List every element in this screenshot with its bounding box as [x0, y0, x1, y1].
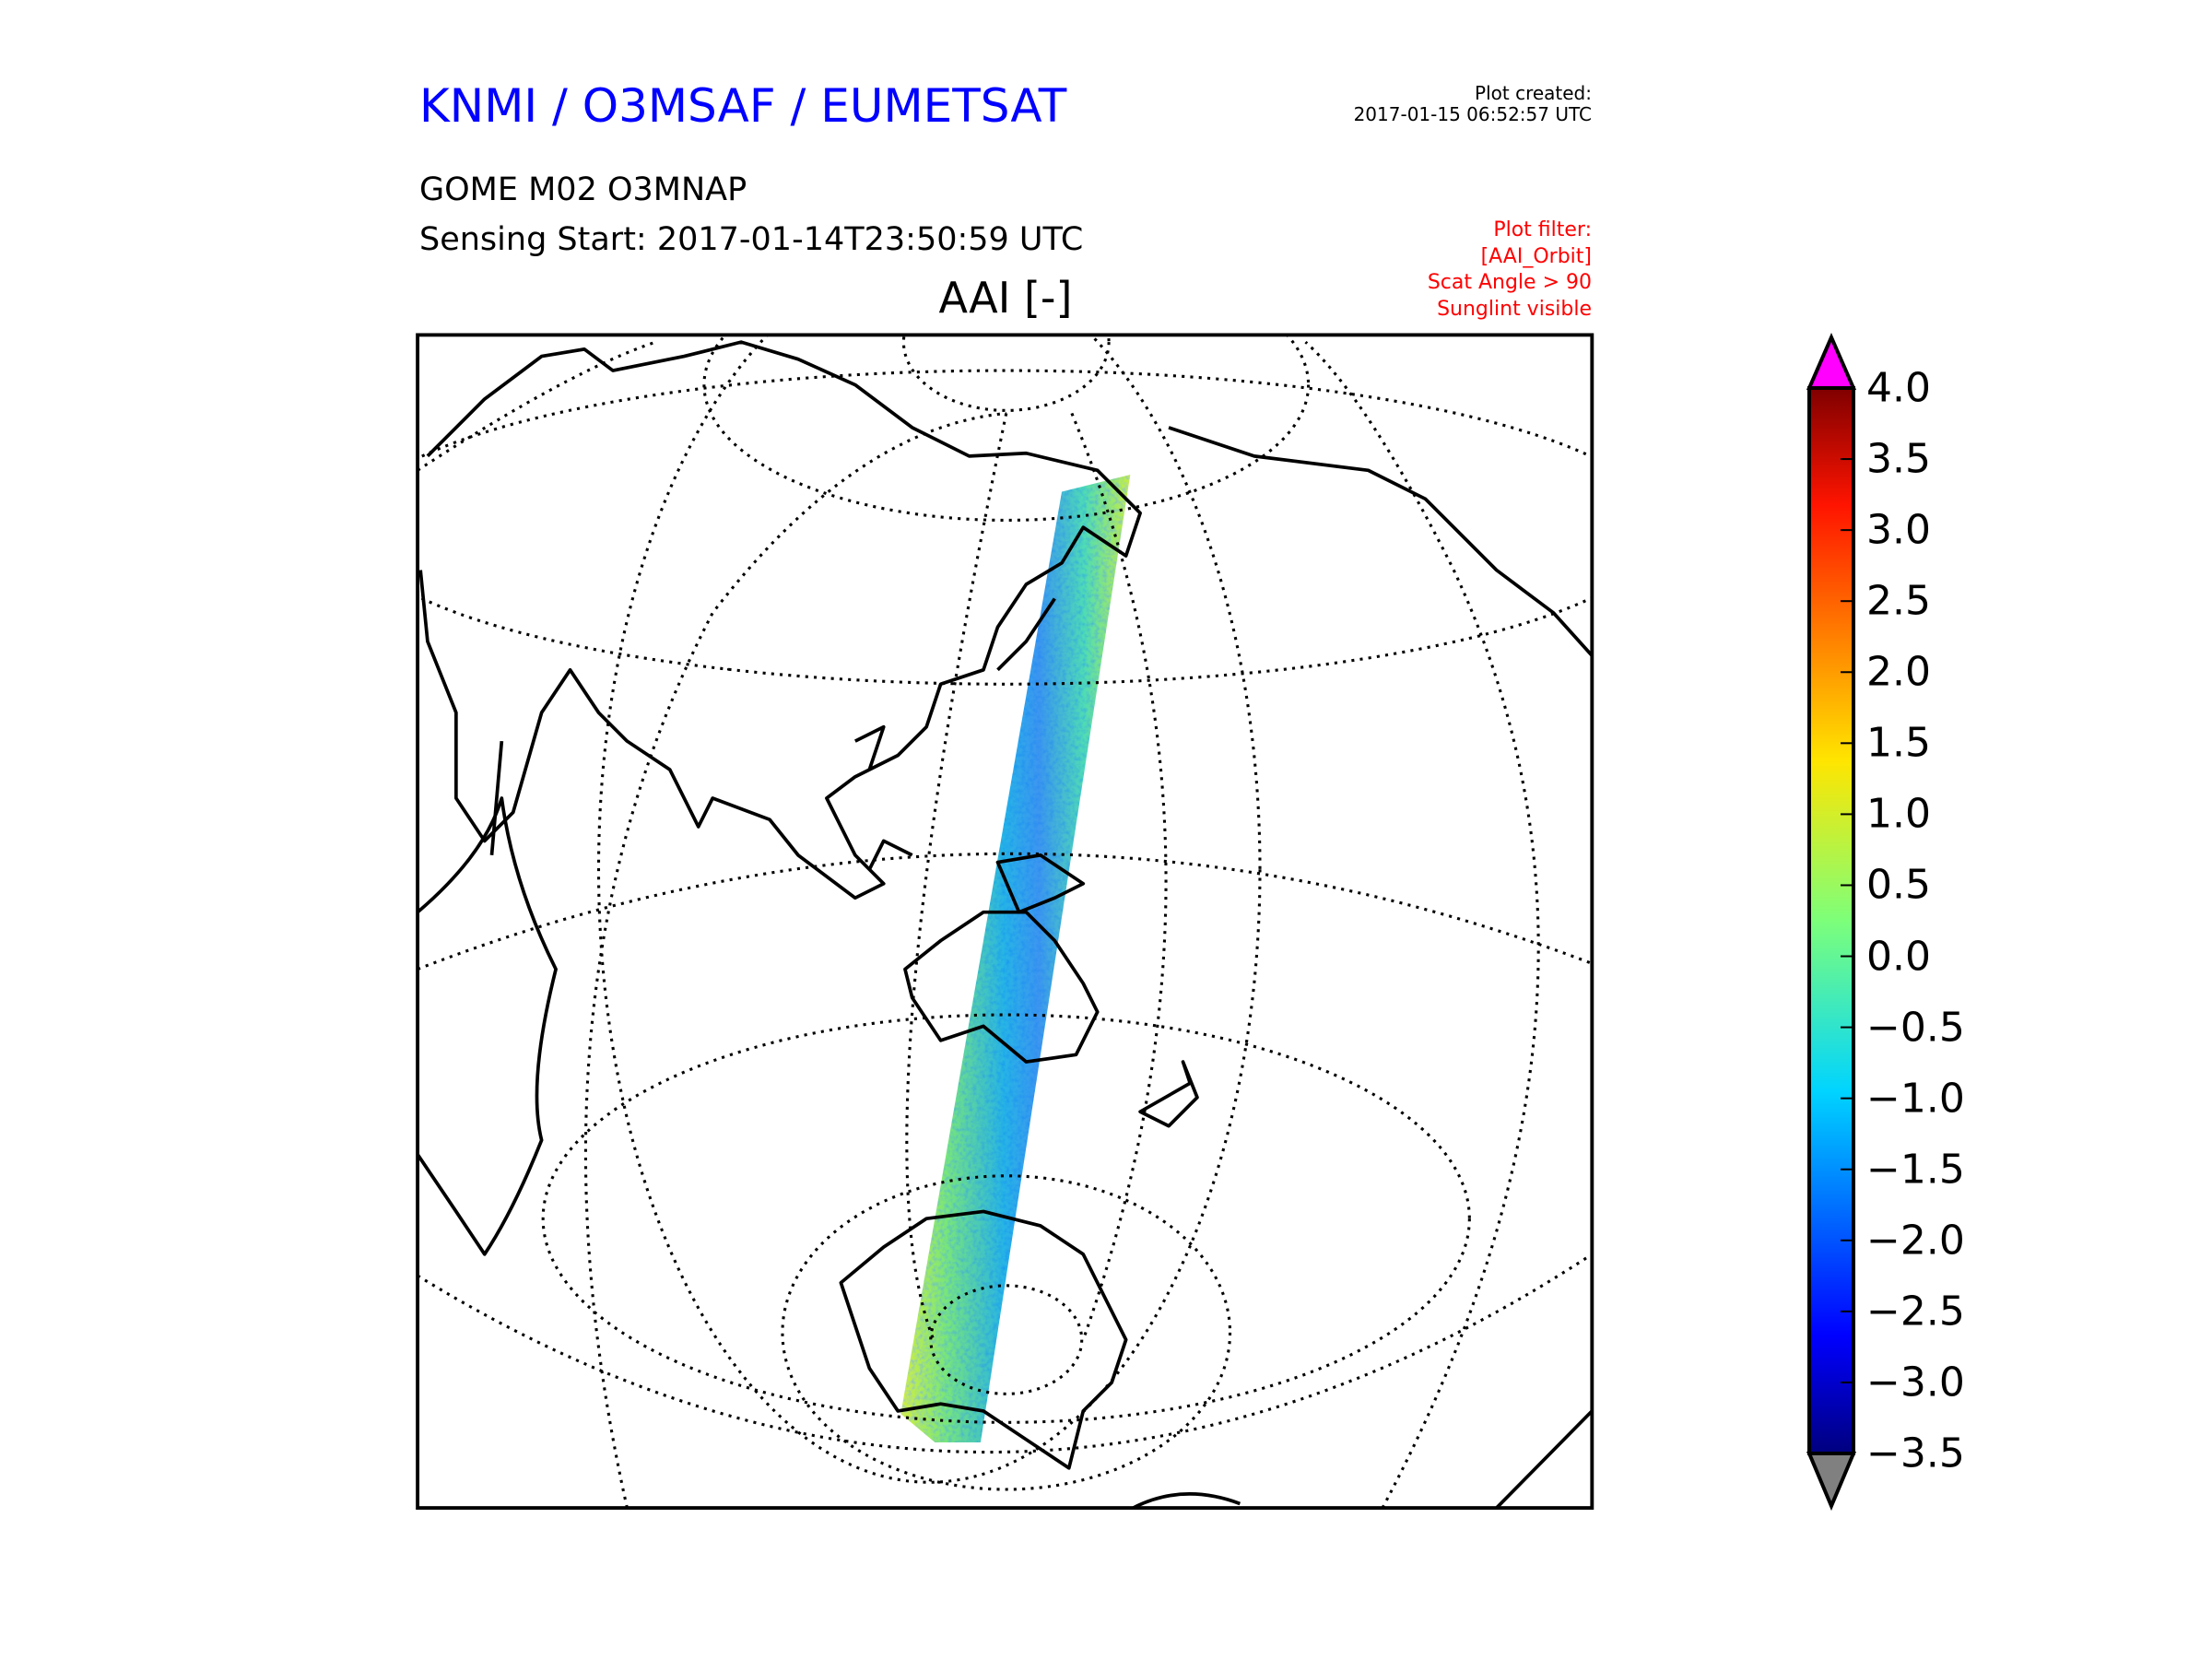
- plot-created: Plot created: 2017-01-15 06:52:57 UTC: [1354, 83, 1592, 125]
- colorbar-under-triangle: [1806, 1452, 1857, 1512]
- plot-created-value: 2017-01-15 06:52:57 UTC: [1353, 103, 1592, 125]
- colorbar-tick-label: 4.0: [1866, 364, 1931, 412]
- filter-line: Plot filter:: [1493, 218, 1592, 241]
- colorbar-tick-label: −2.5: [1866, 1288, 1965, 1335]
- colorbar-over-triangle: [1806, 332, 1857, 390]
- main-title: KNMI / O3MSAF / EUMETSAT: [419, 79, 1067, 133]
- colorbar-tick-label: 2.0: [1866, 648, 1931, 696]
- colorbar-tick-label: 1.5: [1866, 719, 1931, 767]
- product-name: GOME M02 O3MNAP: [419, 171, 747, 208]
- colorbar: [1806, 332, 1857, 1512]
- colorbar-tick-label: −1.0: [1866, 1075, 1965, 1123]
- colorbar-tick-label: 2.5: [1866, 577, 1931, 625]
- map-frame: [416, 333, 1594, 1511]
- plot-filter: Plot filter: [AAI_Orbit] Scat Angle > 90…: [1428, 218, 1592, 323]
- filter-line: Scat Angle > 90: [1427, 271, 1592, 294]
- plot-created-label: Plot created:: [1475, 82, 1592, 104]
- map-area: [418, 335, 1593, 1509]
- colorbar-tick-label: 1.0: [1866, 790, 1931, 838]
- colorbar-tick-label: −1.5: [1866, 1146, 1965, 1194]
- colorbar-tick-label: 3.5: [1866, 435, 1931, 483]
- colorbar-tick-label: −3.5: [1866, 1430, 1965, 1477]
- colorbar-tick-label: −3.0: [1866, 1359, 1965, 1406]
- filter-line: [AAI_Orbit]: [1480, 244, 1592, 268]
- colorbar-gradient: [1807, 386, 1855, 1455]
- plot-title: AAI [-]: [938, 273, 1073, 323]
- colorbar-tick-label: 0.0: [1866, 933, 1931, 981]
- sensing-start: Sensing Start: 2017-01-14T23:50:59 UTC: [419, 221, 1084, 258]
- graticule: [418, 335, 1593, 1509]
- aai-swath: [900, 474, 1131, 1442]
- colorbar-tick-label: −0.5: [1866, 1004, 1965, 1052]
- colorbar-tick-label: 3.0: [1866, 506, 1931, 554]
- colorbar-tick-label: 0.5: [1866, 861, 1931, 909]
- coastlines: [418, 340, 1593, 1509]
- colorbar-tick-label: −2.0: [1866, 1217, 1965, 1265]
- filter-line: Sunglint visible: [1437, 297, 1592, 321]
